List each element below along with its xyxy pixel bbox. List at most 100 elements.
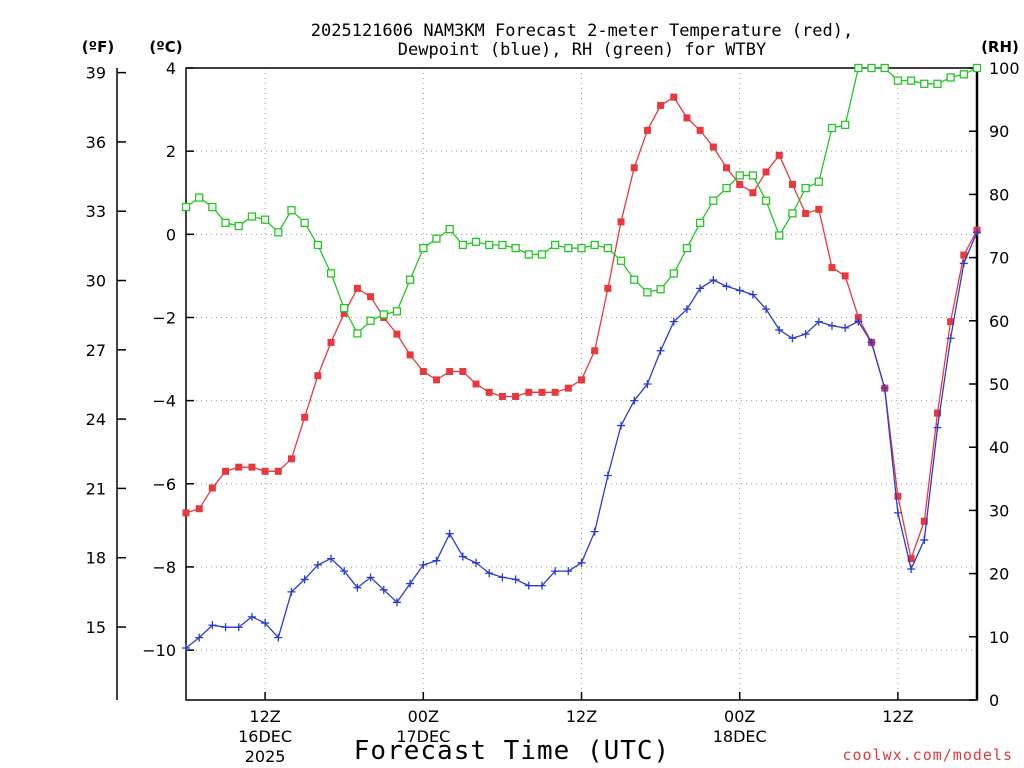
rh-point: [458, 240, 468, 250]
dewpoint-point: [524, 581, 533, 590]
temperature-point: [195, 505, 203, 513]
dewpoint-point: [366, 573, 375, 582]
dewpoint-point: [893, 508, 902, 517]
temperature-point: [815, 205, 823, 213]
series-dewpoint: [182, 228, 981, 653]
rh-point: [537, 250, 547, 259]
rh-point: [274, 228, 283, 237]
rh-point: [564, 243, 573, 253]
temperature-point: [788, 180, 796, 188]
axes: [116, 67, 979, 701]
temperature-point: [802, 210, 810, 218]
dewpoint-point: [617, 421, 626, 430]
temperature-point: [235, 463, 243, 471]
x-axis-label: Forecast Time (UTC): [354, 736, 670, 766]
fahrenheit-tick-label: 18: [86, 549, 106, 568]
time-tick-hour: 12Z: [882, 707, 913, 726]
series-line: [185, 231, 978, 649]
rh-point: [906, 76, 916, 85]
rh-point: [656, 285, 665, 294]
temperature-point: [670, 93, 678, 101]
dewpoint-point: [696, 284, 705, 293]
temperature-point: [340, 309, 348, 317]
rh-point: [471, 237, 481, 246]
fahrenheit-axis: 39 36 33 30 27 24 21 18 15: [86, 64, 126, 637]
temperature-point: [723, 164, 731, 172]
rh-point: [511, 243, 520, 253]
rh-point: [326, 269, 336, 278]
celsius-tick-label: 4: [166, 59, 176, 78]
rh-point: [775, 231, 784, 240]
dewpoint-point: [419, 560, 428, 569]
rh-point: [366, 316, 375, 325]
dewpoint-point: [656, 346, 665, 355]
rh-tick-label: 30: [989, 501, 1009, 520]
fahrenheit-tick-label: 15: [86, 618, 106, 637]
dewpoint-point: [221, 623, 230, 632]
rh-point: [247, 212, 257, 221]
rh-point: [419, 243, 428, 253]
rh-point: [260, 215, 270, 224]
temperature-point: [551, 388, 559, 396]
temperature-point: [327, 338, 335, 346]
temperature-point: [208, 484, 216, 492]
temperature-point: [393, 330, 401, 338]
rh-point: [801, 183, 810, 193]
chart-title: 2025121606 NAM3KM Forecast 2-meter Tempe…: [311, 21, 853, 60]
dewpoint-point: [880, 384, 889, 393]
time-tick-date: 16DEC: [238, 727, 292, 746]
rh-point: [405, 275, 415, 284]
dewpoint-point: [788, 334, 797, 343]
dewpoint-point: [682, 305, 691, 314]
temperature-point: [749, 189, 757, 197]
rh-unit-label: (RH): [981, 38, 1019, 56]
dewpoint-point: [300, 575, 309, 584]
dewpoint-point: [234, 623, 243, 632]
celsius-tick-label: −4: [152, 392, 176, 411]
temperature-point: [525, 388, 533, 396]
series-line: [185, 96, 978, 561]
rh-point: [709, 196, 718, 205]
rh-point: [735, 171, 744, 180]
rh-point: [445, 225, 454, 234]
rh-point: [867, 63, 876, 73]
dewpoint-point: [445, 529, 454, 538]
temperature-point: [630, 164, 638, 172]
dewpoint-point: [577, 558, 586, 567]
celsius-tick-label: −10: [142, 641, 176, 660]
temperature-point: [248, 463, 256, 471]
dewpoint-point: [551, 567, 560, 576]
temperature-point: [485, 388, 493, 396]
dewpoint-point: [379, 585, 388, 594]
time-tick-date: 18DEC: [713, 727, 767, 746]
rh-point: [485, 240, 494, 250]
dewpoint-point: [511, 575, 520, 584]
dewpoint-point: [195, 633, 204, 642]
dewpoint-point: [801, 330, 810, 339]
celsius-tick-label: −6: [152, 475, 176, 494]
temperature-point: [301, 413, 309, 421]
temperature-point: [933, 409, 941, 417]
celsius-tick-label: −8: [152, 558, 176, 577]
time-tick-year: 2025: [245, 747, 286, 766]
rh-point: [234, 221, 243, 231]
temperature-point: [274, 467, 282, 475]
dewpoint-point: [775, 325, 784, 334]
rh-point: [392, 307, 402, 316]
dewpoint-point: [735, 286, 744, 295]
dewpoint-point: [327, 554, 336, 563]
temperature-point: [683, 114, 691, 122]
temperature-point: [446, 368, 454, 376]
dewpoint-point: [287, 587, 296, 596]
dewpoint-point: [748, 290, 757, 299]
dewpoint-point: [392, 598, 401, 607]
temperature-point: [894, 492, 902, 500]
temperature-point: [604, 284, 612, 292]
rh-point: [208, 202, 217, 212]
temperature-point: [841, 272, 849, 280]
rh-point: [353, 329, 362, 338]
rh-point: [287, 206, 296, 215]
rh-point: [827, 123, 837, 133]
